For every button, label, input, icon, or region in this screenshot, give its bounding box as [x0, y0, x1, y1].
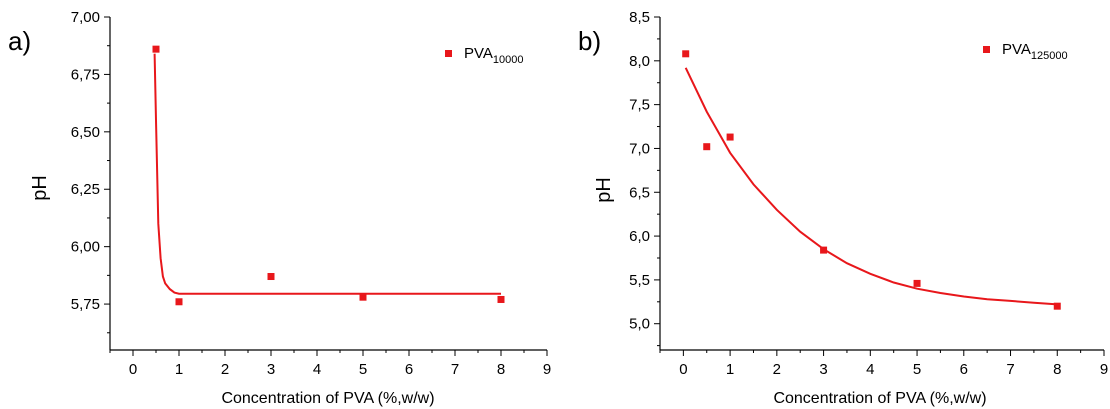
x-tick-label-a: 5 [359, 361, 367, 378]
x-tick-label-b: 2 [773, 361, 781, 378]
y-tick-label-a: 6,75 [71, 66, 100, 83]
x-tick-label-b: 8 [1053, 361, 1061, 378]
y-tick-label-a: 5,75 [71, 296, 100, 313]
legend-marker-a [445, 50, 452, 57]
y-tick-label-b: 7,5 [629, 97, 650, 114]
legend-label-base-a: PVA [464, 45, 493, 62]
fit-line-a [153, 53, 501, 295]
data-points-a [152, 45, 505, 306]
y-tick-label-b: 6,5 [629, 184, 650, 201]
y-tick-label-b: 8,5 [629, 9, 650, 26]
x-tick-label-b: 0 [679, 361, 687, 378]
axes-a: 0 1 2 3 4 5 6 7 8 9 5,75 6,00 6,25 6,50 6,75 7,00 [71, 9, 551, 378]
x-tick-label-a: 8 [497, 361, 505, 378]
y-tick-label-a: 7,00 [71, 9, 100, 26]
data-point-b [820, 246, 828, 254]
y-tick-label-b: 5,5 [629, 272, 650, 289]
x-tick-label-b: 1 [726, 361, 734, 378]
x-axis-title-a: Concentration of PVA (%,w/w) [221, 390, 434, 407]
data-points-b [682, 50, 1061, 310]
legend-marker-b [983, 46, 990, 53]
x-tick-label-b: 6 [960, 361, 968, 378]
data-point-a [359, 293, 367, 301]
x-tick-label-a: 7 [451, 361, 459, 378]
x-tick-label-b: 4 [866, 361, 874, 378]
data-point-b [703, 143, 711, 151]
data-point-a [175, 298, 183, 306]
x-tick-label-a: 9 [543, 361, 551, 378]
y-tick-label-a: 6,25 [71, 181, 100, 198]
data-point-b [682, 50, 690, 58]
y-axis-title-b: pH [593, 177, 615, 203]
fit-line-b [684, 67, 1058, 306]
legend-label-sub-b: 125000 [1031, 50, 1068, 62]
y-tick-label-a: 6,00 [71, 239, 100, 256]
y-tick-label-b: 8,0 [629, 53, 650, 70]
x-tick-label-b: 9 [1100, 361, 1108, 378]
data-point-b [1053, 302, 1061, 310]
data-point-a [497, 295, 505, 303]
data-point-a [152, 45, 160, 53]
chart-panel-a: a) pH Concentration of PVA (%,w/w) 0 1 2 3 4… [8, 9, 551, 407]
panel-label-b: b) [578, 26, 601, 56]
x-tick-label-a: 1 [175, 361, 183, 378]
x-tick-label-b: 5 [913, 361, 921, 378]
x-tick-label-a: 4 [313, 361, 321, 378]
y-tick-label-b: 7,0 [629, 140, 650, 157]
legend-b: PVA125000 [983, 41, 1068, 62]
panel-label-a: a) [8, 26, 31, 56]
y-axis-title-a: pH [29, 175, 51, 201]
y-tick-label-b: 6,0 [629, 228, 650, 245]
legend-label-a: PVA10000 [464, 45, 524, 66]
x-tick-label-b: 3 [819, 361, 827, 378]
legend-a: PVA10000 [445, 45, 524, 66]
fit-curve-a [153, 53, 501, 295]
x-tick-label-b: 7 [1006, 361, 1014, 378]
chart-panel-b: b) pH Concentration of PVA (%,w/w) 0 1 2 3 4… [578, 9, 1108, 407]
x-tick-label-a: 2 [221, 361, 229, 378]
x-tick-label-a: 0 [129, 361, 137, 378]
data-point-a [267, 273, 275, 281]
y-tick-label-b: 5,0 [629, 316, 650, 333]
x-axis-title-b: Concentration of PVA (%,w/w) [773, 390, 986, 407]
axes-b: 0 1 2 3 4 5 6 7 8 9 5,0 5,5 6,0 6,5 7,0 7,5 8,0 8,5 [629, 9, 1108, 378]
data-point-b [913, 279, 921, 287]
y-tick-label-a: 6,50 [71, 124, 100, 141]
legend-label-sub-a: 10000 [493, 54, 524, 66]
fit-curve-b [684, 67, 1058, 306]
legend-label-b: PVA125000 [1002, 41, 1068, 62]
legend-label-base-b: PVA [1002, 41, 1031, 58]
x-tick-label-a: 6 [405, 361, 413, 378]
x-tick-label-a: 3 [267, 361, 275, 378]
data-point-b [726, 133, 734, 141]
